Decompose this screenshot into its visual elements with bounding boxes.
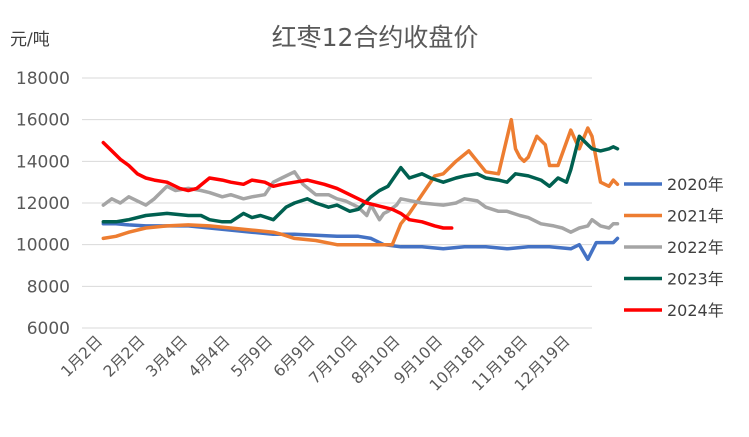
x-tick-label: 5月9日 [227,332,276,381]
legend-label: 2021年 [667,207,724,226]
legend: 2020年 2021年 2022年 2023年 2024年 [624,175,724,320]
y-tick-label: 16000 [16,111,70,131]
y-tick-label: 10000 [16,236,70,256]
x-tick-label: 3月4日 [142,332,191,381]
y-tick-label: 8000 [27,277,70,297]
y-tick-label: 18000 [16,69,70,89]
series-lines [101,117,620,262]
y-tick-label: 14000 [16,152,70,172]
chart-title: 红枣12合约收盘价 [272,23,479,52]
x-tick-label: 4月4日 [185,332,234,381]
x-tick-label: 1月2日 [57,332,106,381]
x-axis-ticks: 1月2日2月2日3月4日4月4日5月9日6月9日7月10日8月10日9月10日1… [57,332,573,395]
y-tick-label: 12000 [16,194,70,214]
x-tick-label: 2月2日 [100,332,149,381]
series-line-3 [101,134,620,224]
y-axis-unit: 元/吨 [10,30,50,50]
series-line-0 [101,222,620,262]
y-axis-ticks: 6000 8000 10000 12000 14000 16000 18000 [16,69,70,339]
grid [82,77,592,329]
legend-label: 2022年 [667,238,724,257]
legend-label: 2020年 [667,175,724,194]
series-line-1 [101,117,620,247]
series-line-4 [101,140,454,230]
y-tick-label: 6000 [27,319,70,339]
legend-label: 2023年 [667,270,724,289]
legend-label: 2024年 [667,301,724,320]
